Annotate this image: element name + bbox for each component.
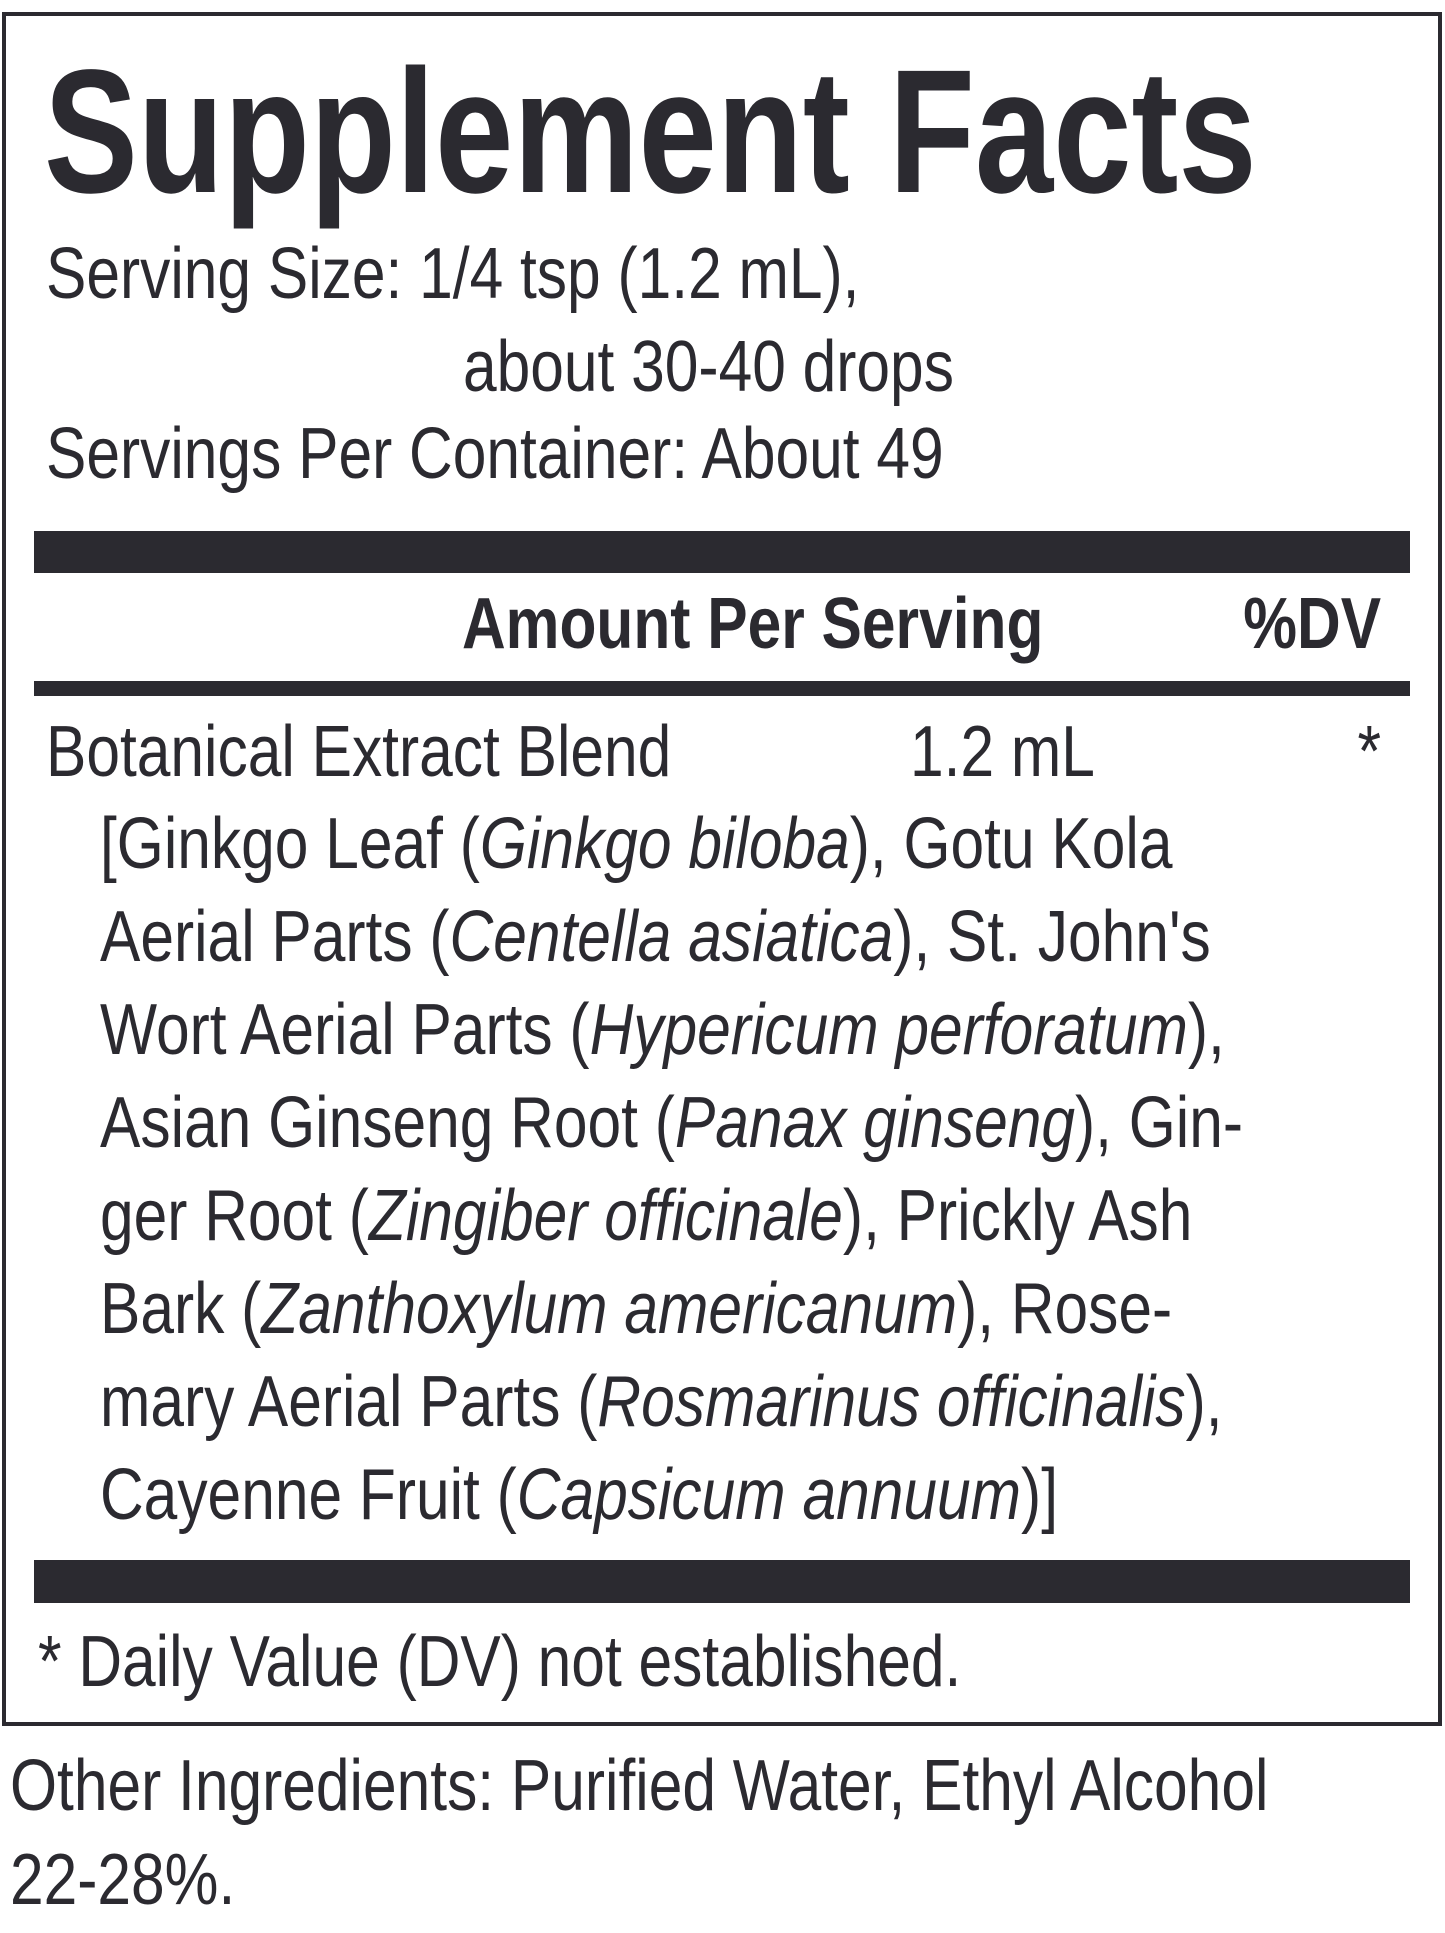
ingredient-text: mary Aerial Parts ( xyxy=(100,1362,598,1442)
panel-title: Supplement Facts xyxy=(44,34,1257,230)
latin-name: Hypericum perforatum xyxy=(589,990,1188,1070)
ingredient-text: Cayenne Fruit ( xyxy=(100,1455,517,1535)
latin-name: Ginkgo biloba xyxy=(479,804,850,884)
ingredient-text: Bark ( xyxy=(100,1269,262,1349)
blend-name: Botanical Extract Blend xyxy=(46,712,672,792)
ingredient-text: Aerial Parts ( xyxy=(100,897,450,977)
thick-divider xyxy=(34,531,1410,573)
latin-name: Capsicum annuum xyxy=(516,1455,1022,1535)
latin-name: Rosmarinus officinalis xyxy=(597,1362,1186,1442)
thin-divider xyxy=(34,681,1410,696)
serving-size-continued: about 30-40 drops xyxy=(463,327,954,407)
blend-dv: * xyxy=(1357,712,1381,792)
ingredient-text: ), Gotu Kola xyxy=(849,804,1173,884)
latin-name: Centella asiatica xyxy=(449,897,894,977)
ingredient-line: Wort Aerial Parts (Hypericum perforatum)… xyxy=(100,994,1225,1066)
bottom-divider xyxy=(34,1560,1410,1603)
ingredient-line: ger Root (Zingiber officinale), Prickly … xyxy=(100,1180,1192,1252)
servings-per-container: Servings Per Container: About 49 xyxy=(46,414,944,494)
ingredient-text: Wort Aerial Parts ( xyxy=(100,990,590,1070)
blend-amount: 1.2 mL xyxy=(910,712,1095,792)
ingredient-text: ), Prickly Ash xyxy=(842,1176,1193,1256)
latin-name: Zingiber officinale xyxy=(368,1176,843,1256)
ingredient-text: [Ginkgo Leaf ( xyxy=(100,804,480,884)
ingredient-text: Asian Ginseng Root ( xyxy=(100,1083,675,1163)
ingredient-text: ), St. John's xyxy=(893,897,1211,977)
other-ingredients-line-2: 22-28%. xyxy=(10,1840,236,1920)
other-ingredients-line-1: Other Ingredients: Purified Water, Ethyl… xyxy=(10,1746,1269,1826)
latin-name: Panax ginseng xyxy=(674,1083,1076,1163)
amount-per-serving-header: Amount Per Serving xyxy=(462,584,1044,664)
ingredient-line: mary Aerial Parts (Rosmarinus officinali… xyxy=(100,1366,1223,1438)
ingredient-text: ), Rose- xyxy=(957,1269,1173,1349)
latin-name: Zanthoxylum americanum xyxy=(261,1269,958,1349)
ingredient-line: [Ginkgo Leaf (Ginkgo biloba), Gotu Kola xyxy=(100,808,1172,880)
ingredient-line: Asian Ginseng Root (Panax ginseng), Gin- xyxy=(100,1087,1243,1159)
serving-size: Serving Size: 1/4 tsp (1.2 mL), xyxy=(46,234,860,314)
ingredient-text: ), Gin- xyxy=(1075,1083,1244,1163)
ingredient-line: Cayenne Fruit (Capsicum annuum)] xyxy=(100,1459,1058,1531)
ingredient-text: ), xyxy=(1185,1362,1223,1442)
dv-header: %DV xyxy=(1243,584,1381,664)
footnote: * Daily Value (DV) not established. xyxy=(38,1622,962,1702)
ingredient-line: Aerial Parts (Centella asiatica), St. Jo… xyxy=(100,901,1211,973)
ingredient-text: )] xyxy=(1021,1455,1059,1535)
ingredient-line: Bark (Zanthoxylum americanum), Rose- xyxy=(100,1273,1172,1345)
ingredient-text: ger Root ( xyxy=(100,1176,369,1256)
supplement-facts-panel xyxy=(2,12,1442,1726)
ingredient-text: ), xyxy=(1187,990,1225,1070)
